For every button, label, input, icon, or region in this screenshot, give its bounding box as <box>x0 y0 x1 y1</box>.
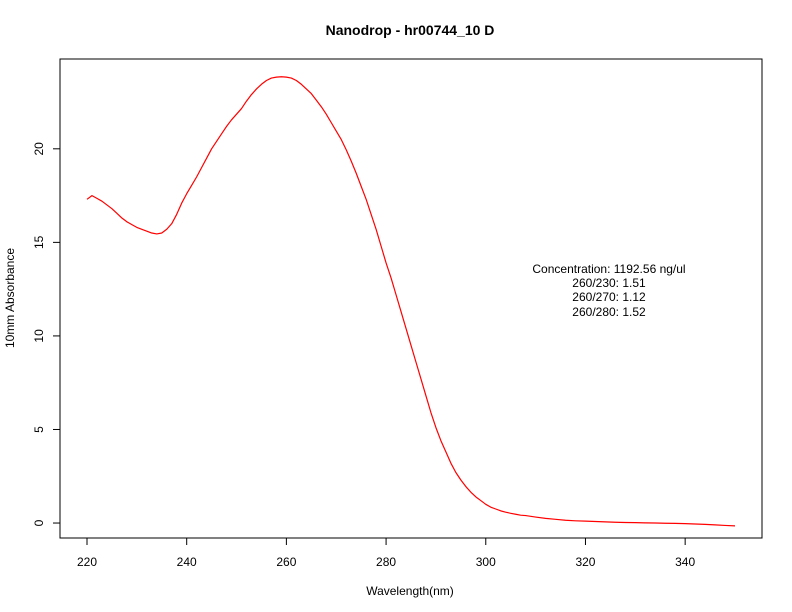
x-tick-label: 320 <box>575 555 595 569</box>
y-tick-label: 15 <box>32 235 46 249</box>
annotation-ratio-260-270: 260/270: 1.12 <box>572 290 646 304</box>
x-tick-label: 220 <box>77 555 97 569</box>
y-axis: 0 5 10 15 20 <box>32 142 61 526</box>
x-axis-label: Wavelength(nm) <box>366 584 454 598</box>
chart-title: Nanodrop - hr00744_10 D <box>326 22 495 38</box>
annotation-ratio-260-280: 260/280: 1.52 <box>572 305 646 319</box>
annotation-ratio-260-230: 260/230: 1.51 <box>572 276 646 290</box>
plot-frame <box>59 58 763 539</box>
x-tick-label: 300 <box>476 555 496 569</box>
x-tick-label: 240 <box>177 555 197 569</box>
absorbance-line <box>86 76 736 527</box>
x-tick-label: 340 <box>675 555 695 569</box>
y-tick-label: 5 <box>32 426 46 433</box>
annotation-concentration: Concentration: 1192.56 ng/ul <box>532 262 685 276</box>
y-axis-label: 10mm Absorbance <box>3 248 17 348</box>
x-tick-label: 280 <box>376 555 396 569</box>
y-tick-label: 0 <box>32 519 46 526</box>
annotation-block: Concentration: 1192.56 ng/ul 260/230: 1.… <box>532 262 685 319</box>
x-axis: 220 240 260 280 300 320 340 <box>77 537 695 569</box>
x-tick-label: 260 <box>276 555 296 569</box>
series-layer <box>86 76 736 527</box>
y-tick-label: 20 <box>32 142 46 156</box>
y-tick-label: 10 <box>32 329 46 343</box>
